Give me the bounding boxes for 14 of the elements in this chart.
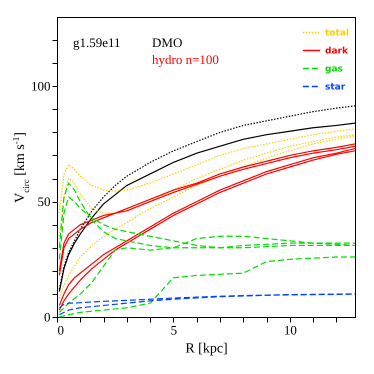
legend-label: total [325,28,349,38]
legend-label: dark [325,46,349,56]
legend-label: star [325,82,346,92]
annotation: hydro n=100 [152,52,219,67]
annotation: g1.59e11 [73,35,121,50]
legend-label: gas [325,64,343,74]
y-tick-label: 100 [31,78,50,94]
x-tick-label: 0 [58,322,64,338]
y-tick-label: 50 [38,194,50,210]
x-tick-label: 5 [170,322,178,338]
annotation: DMO [152,35,182,50]
x-tick-label: 10 [284,322,297,338]
y-tick-label: 0 [44,310,50,324]
x-axis-title: R [kpc] [185,342,228,356]
